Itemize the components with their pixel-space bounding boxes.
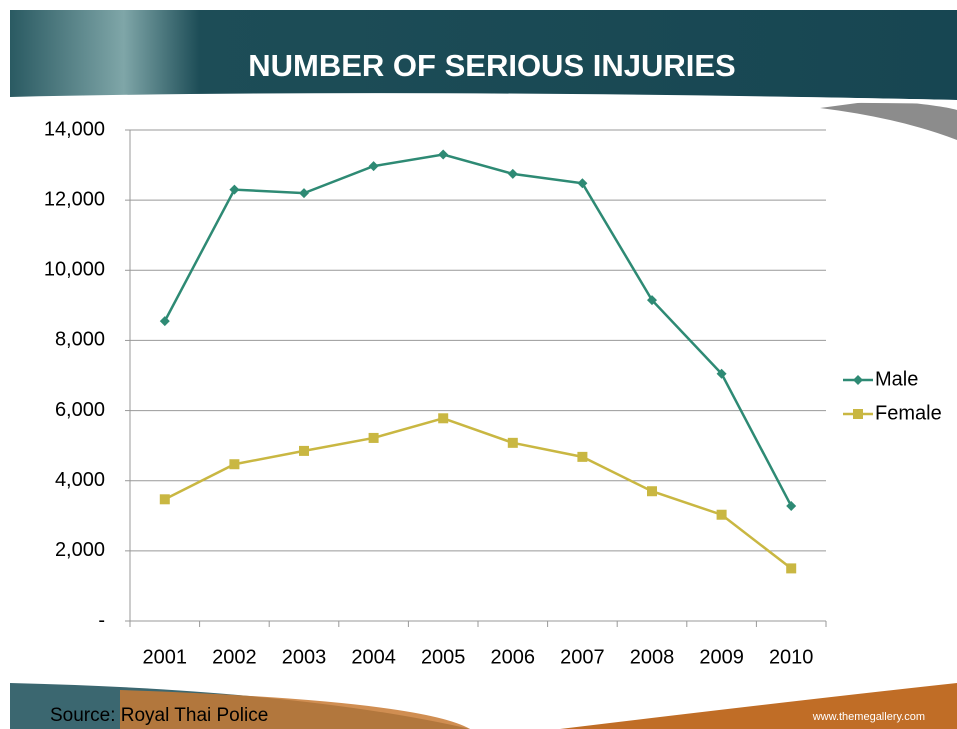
- point: [507, 168, 518, 179]
- point: [647, 295, 657, 306]
- y-tick-label: 8,000: [55, 329, 105, 351]
- header-curve: [10, 93, 957, 128]
- x-tick-label: 2009: [699, 646, 744, 668]
- y-tick-label: 6,000: [55, 399, 105, 421]
- y-tick-label: 2,000: [55, 539, 105, 561]
- legend-label: Male: [875, 368, 918, 390]
- x-tick-label: 2005: [421, 646, 466, 668]
- slide-title: NUMBER OF SERIOUS INJURIES: [248, 48, 735, 83]
- legend-label: Female: [875, 402, 942, 424]
- website: www.themegallery.com: [812, 711, 925, 723]
- point: [577, 451, 588, 462]
- point: [716, 509, 727, 520]
- x-tick-label: 2002: [212, 646, 257, 668]
- y-tick-label: 10,000: [44, 259, 105, 281]
- point: [786, 500, 797, 511]
- x-tick-label: 2001: [143, 646, 188, 668]
- chart: - 2,000 4,000 6,000 8,000 10,000 12,000 14,000 2…: [44, 118, 942, 668]
- x-tick-label: 2010: [769, 646, 814, 668]
- point: [438, 413, 449, 424]
- legend-marker: [853, 375, 863, 385]
- point: [229, 184, 240, 195]
- x-tick-label: 2004: [351, 646, 396, 668]
- point: [299, 188, 309, 199]
- footer-swoosh: [120, 690, 470, 729]
- x-tick-label: 2006: [491, 646, 536, 668]
- y-tick-label: -: [98, 609, 105, 631]
- legend-marker: [853, 409, 863, 419]
- point: [438, 149, 449, 160]
- x-tick-label: 2008: [630, 646, 675, 668]
- point: [299, 445, 309, 456]
- point: [229, 459, 240, 470]
- point: [577, 178, 588, 189]
- series-line: [164, 416, 792, 570]
- point: [159, 316, 170, 327]
- y-tick-label: 12,000: [44, 188, 105, 210]
- series-line: [163, 153, 793, 507]
- y-tick-label: 14,000: [44, 118, 105, 140]
- point: [368, 161, 379, 172]
- point: [159, 494, 170, 505]
- point: [647, 486, 657, 497]
- header-accent: [820, 100, 957, 140]
- y-tick-label: 4,000: [55, 469, 105, 491]
- header-band: [10, 10, 957, 100]
- point: [786, 563, 797, 574]
- source: Source: Royal Thai Police: [50, 705, 268, 726]
- x-tick-label: 2007: [560, 646, 605, 668]
- x-tick-label: 2003: [282, 646, 327, 668]
- footer-right: [560, 683, 957, 729]
- point: [716, 368, 727, 379]
- point: [368, 432, 379, 443]
- point: [507, 437, 518, 448]
